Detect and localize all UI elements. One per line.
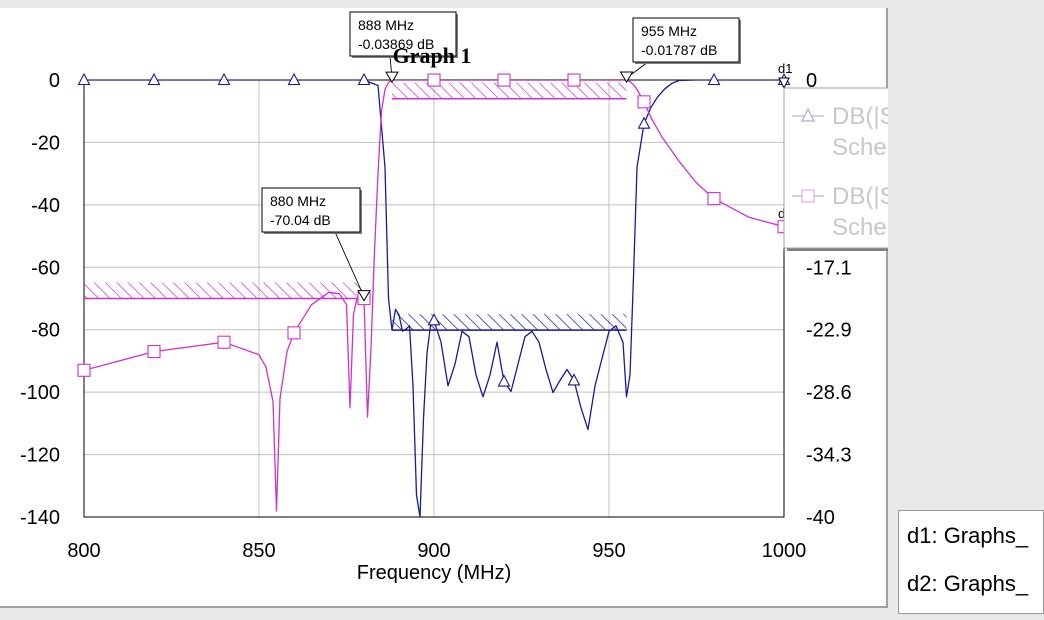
series-1-point [497, 374, 511, 387]
x-tick-label: 800 [67, 540, 100, 562]
x-tick-label: 1000 [762, 540, 807, 562]
spec-mask-hatch [84, 282, 364, 299]
marker-pointer-icon [619, 71, 634, 84]
right-y-tick-label: 0 [806, 70, 817, 92]
series-1-point [567, 373, 581, 386]
series-2-point [497, 73, 511, 87]
d1-marker-icon [778, 77, 790, 90]
marker-box [261, 187, 361, 233]
legend-series-name: DB(|S(1,1)|) (R) [832, 103, 888, 130]
marker-d1-info: d1: Graphs_ [907, 523, 1029, 548]
marker-pointer-icon [357, 290, 371, 302]
series-2-point [287, 326, 301, 340]
legend-box [783, 87, 888, 249]
series-1-point [707, 72, 721, 86]
d1-tag: d1 [778, 61, 792, 76]
marker-value-label: -0.03869 dB [358, 36, 434, 52]
legend-series-sub: Schematic 1 [832, 134, 888, 161]
left-y-tick-label: -80 [31, 320, 60, 342]
graph-window[interactable]: 800 850 900 950 1000 0 -20 -40 -60 -80 -100 -120 -14… [0, 8, 888, 608]
series-1-point [287, 72, 301, 86]
legend-square-icon [801, 189, 815, 203]
marker-freq-label: 888 MHz [358, 17, 414, 33]
legend-triangle-icon [801, 107, 815, 122]
series-2-point [427, 73, 441, 87]
legend-series-sub: Schematic 1 [832, 214, 888, 241]
series-1-point [357, 72, 371, 86]
series-1-point [217, 72, 231, 86]
marker-leader-line [334, 231, 365, 297]
series-2-point [567, 73, 581, 87]
series-1-point [147, 72, 161, 86]
graph-title: Graph 1 [393, 43, 472, 68]
right-y-tick-label: -34.3 [806, 445, 852, 467]
x-axis-title: Frequency (MHz) [357, 562, 511, 584]
marker-freq-label: 880 MHz [270, 193, 326, 209]
marker-pointer-icon [385, 71, 399, 84]
marker-value-label: -70.04 dB [270, 212, 331, 228]
right-y-tick-label: -28.6 [806, 382, 852, 404]
series-2-point [147, 345, 161, 359]
x-tick-label: 950 [592, 540, 625, 562]
marker-box [349, 11, 457, 57]
left-y-tick-label: -100 [20, 382, 60, 404]
legend-series-name: DB(|S(2,1)|) (L) [832, 183, 888, 210]
marker-box [632, 17, 740, 63]
series-2-point [637, 95, 651, 109]
left-y-tick-label: -120 [20, 445, 60, 467]
left-y-tick-label: -20 [31, 132, 60, 154]
marker-d2-info: d2: Graphs_ [907, 571, 1029, 596]
chart-svg[interactable]: 800 850 900 950 1000 0 -20 -40 -60 -80 -100 -120 -14… [0, 8, 888, 608]
left-y-tick-label: -140 [20, 507, 60, 529]
left-y-tick-label: 0 [49, 70, 60, 92]
x-tick-label: 900 [417, 540, 450, 562]
marker-value-label: -0.01787 dB [641, 42, 717, 58]
marker-freq-label: 955 MHz [641, 23, 697, 39]
left-y-tick-label: -40 [31, 195, 60, 217]
x-tick-label: 850 [242, 540, 275, 562]
spec-mask-hatch [392, 314, 627, 331]
legend[interactable]: DB(|S(1,1)|) (R) Schematic 1 DB(|S(2,1)|) … [783, 87, 888, 251]
series-2-point [707, 192, 721, 206]
right-y-tick-label: -22.9 [806, 320, 852, 342]
right-y-tick-label: -40 [806, 507, 835, 529]
series-1-point [77, 72, 91, 86]
right-y-tick-label: -17.1 [806, 257, 852, 279]
series-1-point [637, 116, 651, 129]
spec-mask-hatch [392, 82, 627, 99]
series-2-point [77, 363, 91, 377]
marker-info-panel: d1: Graphs_ d2: Graphs_ [898, 510, 1044, 614]
series-1-point [427, 313, 441, 326]
left-y-tick-label: -60 [31, 257, 60, 279]
series-2-point [217, 335, 231, 349]
